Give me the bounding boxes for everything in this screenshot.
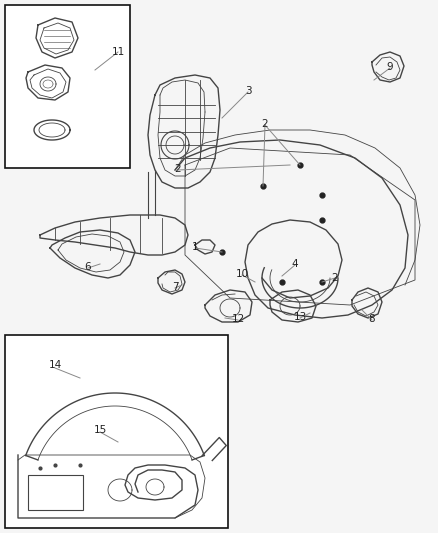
Text: 3: 3	[245, 86, 251, 96]
Text: 9: 9	[387, 62, 393, 72]
Text: 2: 2	[261, 119, 268, 129]
Text: 4: 4	[292, 259, 298, 269]
Bar	[5, 5, 130, 168]
Text: 11: 11	[111, 47, 125, 57]
Text: 12: 12	[231, 314, 245, 324]
Text: 10: 10	[236, 269, 248, 279]
Text: 8: 8	[369, 314, 375, 324]
Text: 6: 6	[85, 262, 91, 272]
Text: 2: 2	[175, 164, 181, 174]
Text: 7: 7	[172, 282, 178, 292]
Text: 13: 13	[293, 312, 307, 322]
Text: 14: 14	[48, 360, 62, 370]
Text: 15: 15	[93, 425, 106, 435]
Bar	[5, 335, 228, 528]
Text: 2: 2	[332, 273, 338, 283]
Text: 1: 1	[192, 242, 198, 252]
Bar	[28, 475, 83, 510]
